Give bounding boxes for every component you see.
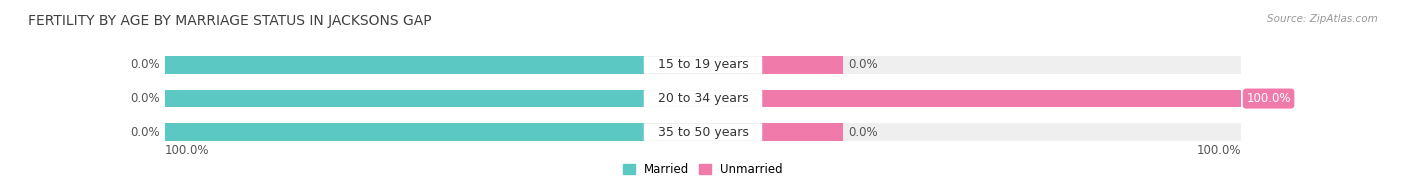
- Text: 0.0%: 0.0%: [129, 126, 160, 139]
- Text: 0.0%: 0.0%: [129, 58, 160, 72]
- Bar: [762, 56, 842, 74]
- Bar: [762, 123, 842, 141]
- Text: 100.0%: 100.0%: [1197, 144, 1241, 157]
- Bar: [165, 123, 644, 141]
- Text: Source: ZipAtlas.com: Source: ZipAtlas.com: [1267, 14, 1378, 24]
- Text: 0.0%: 0.0%: [848, 126, 877, 139]
- Bar: [165, 123, 1241, 141]
- Text: 100.0%: 100.0%: [165, 144, 209, 157]
- FancyBboxPatch shape: [644, 90, 762, 107]
- Text: 100.0%: 100.0%: [1246, 92, 1291, 105]
- Bar: [165, 90, 644, 107]
- FancyBboxPatch shape: [644, 124, 762, 140]
- Text: 35 to 50 years: 35 to 50 years: [658, 126, 748, 139]
- Bar: [165, 90, 1241, 107]
- Bar: [165, 56, 644, 74]
- Bar: [762, 90, 1241, 107]
- Text: 0.0%: 0.0%: [129, 92, 160, 105]
- FancyBboxPatch shape: [644, 57, 762, 73]
- Text: 15 to 19 years: 15 to 19 years: [658, 58, 748, 72]
- Bar: [165, 56, 1241, 74]
- Text: 0.0%: 0.0%: [848, 58, 877, 72]
- Legend: Married, Unmarried: Married, Unmarried: [619, 158, 787, 181]
- Text: FERTILITY BY AGE BY MARRIAGE STATUS IN JACKSONS GAP: FERTILITY BY AGE BY MARRIAGE STATUS IN J…: [28, 14, 432, 28]
- Text: 20 to 34 years: 20 to 34 years: [658, 92, 748, 105]
